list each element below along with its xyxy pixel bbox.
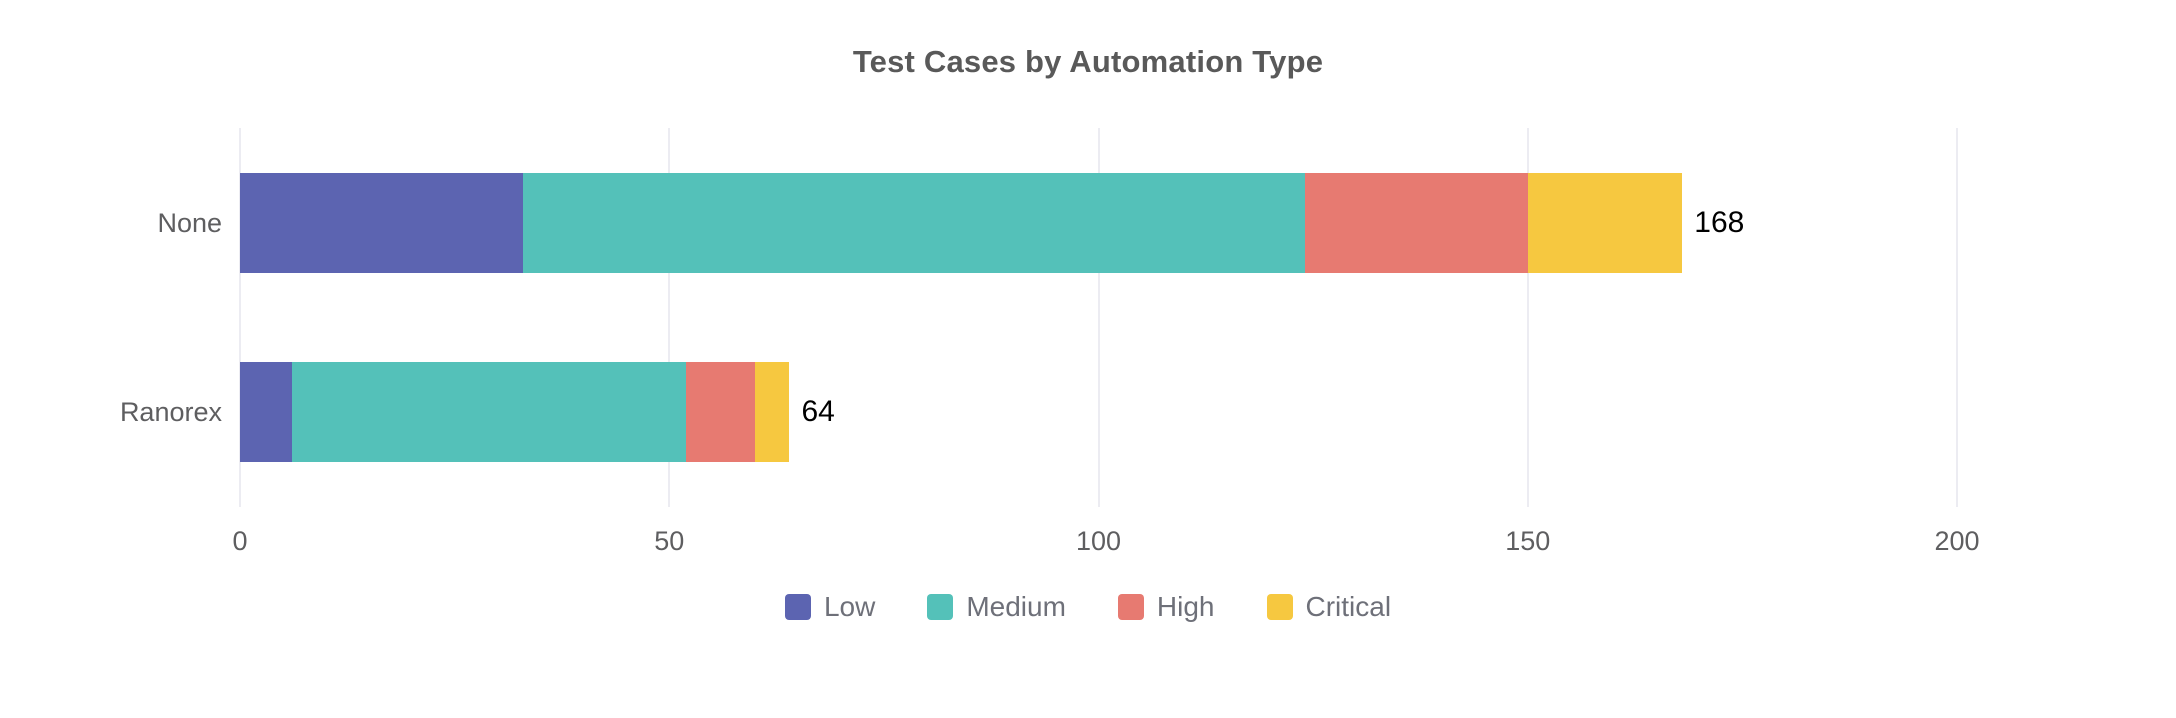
legend-item-critical[interactable]: Critical [1266, 591, 1392, 622]
bar-segment-none-high[interactable] [1304, 172, 1528, 273]
bar-segment-ranorex-critical[interactable] [755, 362, 790, 463]
legend-swatch-icon [927, 594, 954, 620]
x-axis-tick-label-150: 150 [1505, 526, 1551, 556]
bar-row-ranorex [240, 362, 790, 463]
gridline-x-50 [668, 128, 670, 507]
x-axis-tick-label-50: 50 [654, 526, 685, 556]
legend-item-low[interactable]: Low [784, 591, 876, 622]
bar-segment-none-medium[interactable] [523, 172, 1305, 273]
gridline-x-200 [1956, 128, 1958, 507]
y-axis-label-none: None [157, 207, 222, 238]
legend-swatch-icon [1117, 594, 1144, 620]
y-axis-label-ranorex: Ranorex [119, 397, 222, 428]
plot-area [239, 128, 1958, 507]
legend-item-label: High [1156, 591, 1215, 622]
bar-total-label-ranorex: 64 [801, 395, 835, 429]
legend-swatch-icon [1266, 594, 1293, 620]
gridline-x-0 [239, 128, 241, 507]
legend-item-label: Low [823, 591, 876, 622]
bar-segment-none-low[interactable] [240, 172, 524, 273]
legend-item-medium[interactable]: Medium [927, 592, 1066, 622]
legend-item-high[interactable]: High [1117, 591, 1215, 622]
bar-segment-none-critical[interactable] [1527, 172, 1683, 273]
bar-total-label-none: 168 [1694, 205, 1745, 239]
chart-title: Test Cases by Automation Type [852, 44, 1324, 79]
bar-segment-ranorex-high[interactable] [686, 362, 756, 463]
bar-segment-ranorex-medium[interactable] [291, 362, 687, 463]
gridline-x-150 [1527, 128, 1529, 507]
legend: Low Medium High Critical [0, 592, 2176, 622]
x-axis-tick-label-100: 100 [1075, 526, 1122, 556]
legend-swatch-icon [784, 594, 811, 620]
x-axis-tick-label-0: 0 [232, 526, 248, 556]
gridline-x-100 [1098, 128, 1100, 507]
bar-segment-ranorex-low[interactable] [240, 362, 292, 463]
bar-row-none [240, 172, 1683, 273]
legend-item-label: Medium [966, 591, 1066, 622]
legend-item-label: Critical [1305, 591, 1392, 622]
x-axis-tick-label-200: 200 [1934, 526, 1980, 556]
